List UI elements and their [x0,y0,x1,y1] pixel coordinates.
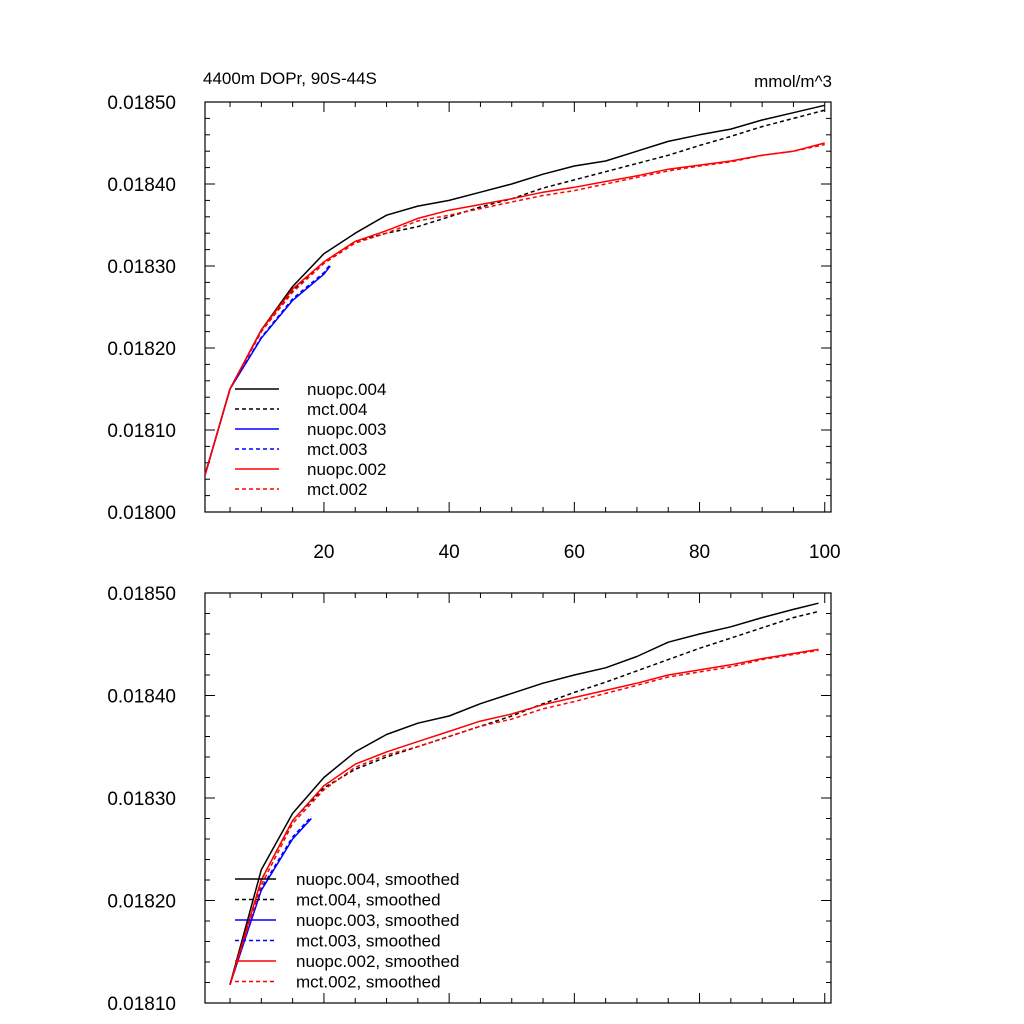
y-tick-label: 0.01820 [107,339,176,360]
legend-label: mct.004, smoothed [296,891,441,910]
series-line-mct-004 [204,109,825,476]
legend-label: nuopc.003 [307,420,386,439]
legend-label: nuopc.003, smoothed [296,911,460,930]
y-tick-label: 0.01840 [107,687,176,708]
series-line-nuopc-002-smoothed [229,648,819,985]
y-tick-label: 0.01830 [107,789,176,810]
legend-label: mct.004 [307,400,367,419]
legend-label: mct.003, smoothed [296,932,441,951]
x-tick-label: 20 [313,542,334,563]
bottom-panel: 0.01810 0.01820 0.01830 0.01840 0.01850 nuopc… [107,584,832,1015]
y-tick-label: 0.01830 [107,257,176,278]
top-panel-units: mmol/m^3 [754,72,832,91]
series-line-mct-002-smoothed [229,649,819,985]
x-tick-label: 40 [439,542,460,563]
y-tick-label: 0.01810 [107,421,176,442]
y-tick-label: 0.01850 [107,93,176,114]
series-line-nuopc-004-smoothed [229,602,819,985]
legend-label: mct.002, smoothed [296,973,441,992]
legend-label: mct.002 [307,480,367,499]
x-tick-label: 80 [689,542,710,563]
y-tick-label: 0.01810 [107,994,176,1015]
legend-label: nuopc.002 [307,460,386,479]
series-line-nuopc-002 [204,142,825,476]
legend-label: mct.003 [307,440,367,459]
top-panel: 4400m DOPr, 90S-44S mmol/m^3 20 40 60 80 100… [107,69,840,563]
legend-label: nuopc.004, smoothed [296,870,460,889]
y-tick-label: 0.01820 [107,892,176,913]
y-tick-label: 0.01800 [107,503,176,524]
series-line-mct-002 [204,143,825,476]
series-line-nuopc-004 [204,104,825,476]
legend-label: nuopc.002, smoothed [296,952,460,971]
top-panel-title: 4400m DOPr, 90S-44S [203,69,377,88]
series-line-mct-004-smoothed [229,610,819,985]
legend-label: nuopc.004 [307,380,386,399]
y-tick-label: 0.01850 [107,584,176,605]
x-tick-label: 60 [564,542,585,563]
y-tick-label: 0.01840 [107,175,176,196]
x-tick-label: 100 [809,542,841,563]
plot-frame [204,101,832,513]
